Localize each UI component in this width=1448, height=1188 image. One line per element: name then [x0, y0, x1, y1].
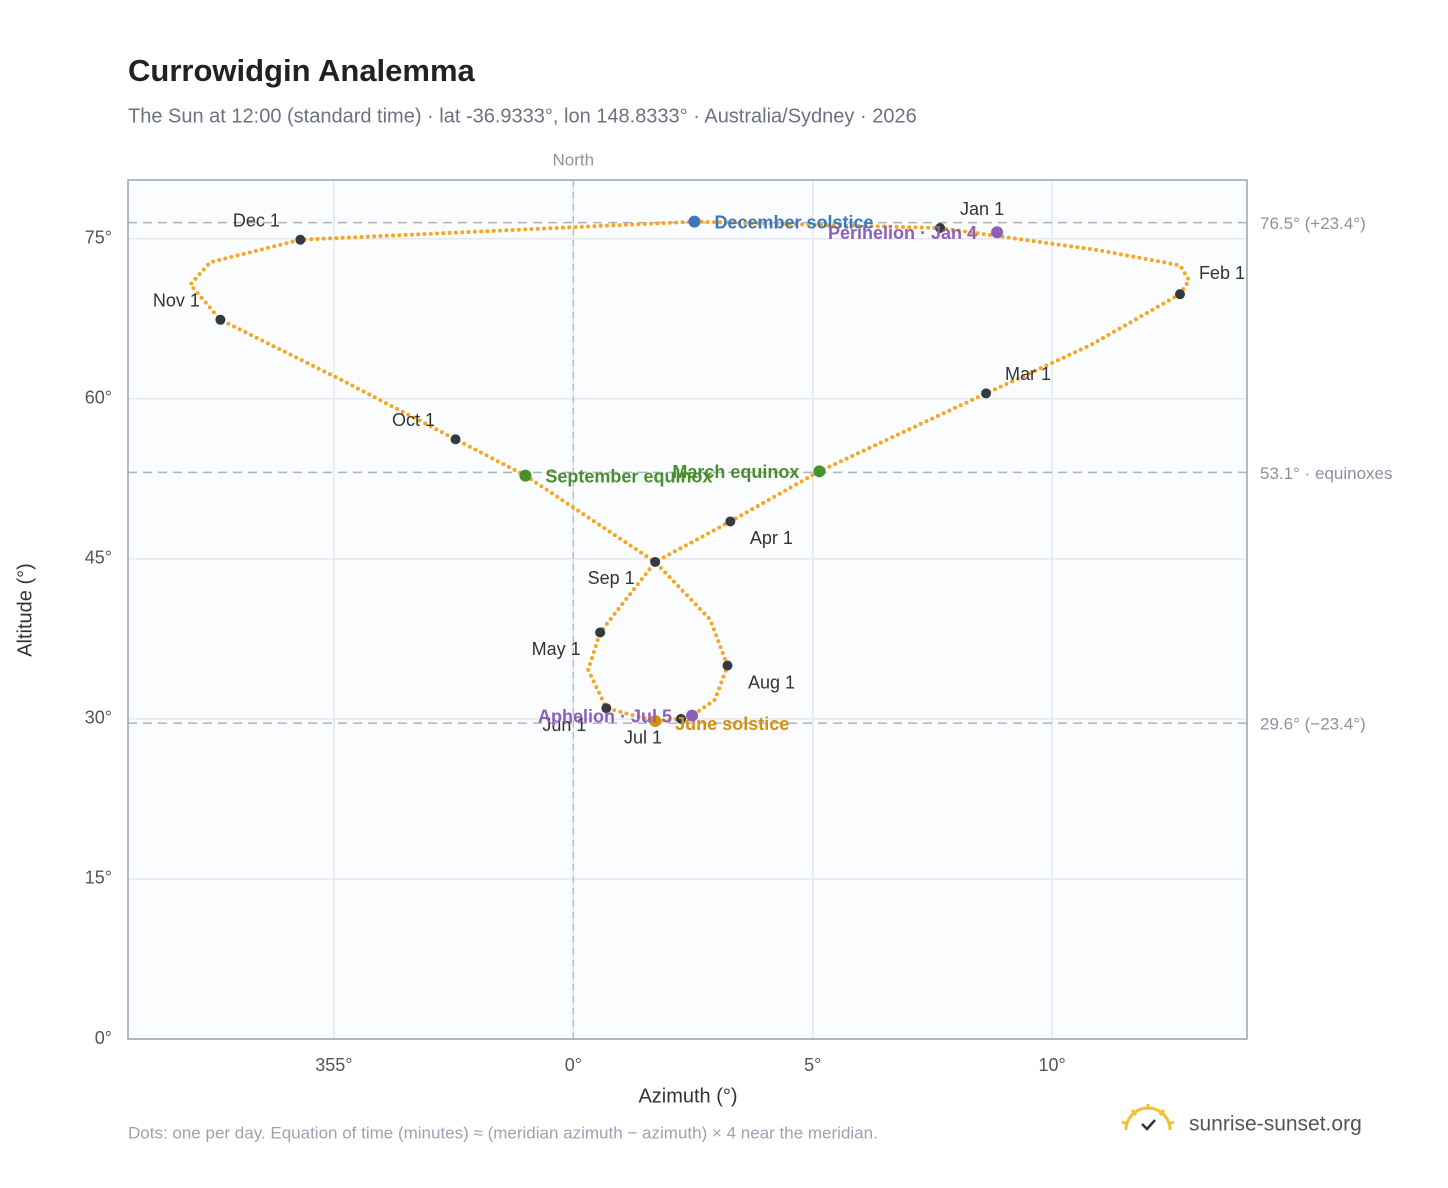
event-marker [686, 709, 699, 722]
month-marker [215, 314, 226, 325]
chart-subtitle: The Sun at 12:00 (standard time) · lat -… [128, 105, 917, 127]
event-label: Aphelion · Jul 5 [538, 706, 672, 726]
month-marker [725, 516, 736, 527]
month-marker [935, 223, 946, 234]
month-label: Sep 1 [588, 568, 635, 588]
y-tick-label: 45° [85, 548, 112, 568]
x-tick-label: 5° [804, 1055, 821, 1075]
brand-logo [1121, 1104, 1175, 1131]
north-label: North [553, 150, 595, 169]
x-tick-label: 10° [1039, 1055, 1066, 1075]
month-label: Feb 1 [1199, 263, 1245, 283]
y-tick-label: 75° [85, 227, 112, 247]
reference-label: 29.6° (−23.4°) [1260, 715, 1366, 734]
y-tick-label: 30° [85, 708, 112, 728]
month-marker [722, 660, 733, 671]
month-label: Mar 1 [1005, 364, 1051, 384]
month-marker [676, 713, 687, 724]
month-label: Aug 1 [748, 672, 795, 692]
brand: sunrise-sunset.org [1189, 1113, 1362, 1136]
x-tick-label: 355° [315, 1055, 352, 1075]
plot-area [128, 180, 1247, 1039]
event-marker [688, 215, 701, 228]
event-label: June solstice [675, 714, 789, 734]
month-label: Jul 1 [624, 728, 662, 748]
month-label: Nov 1 [153, 291, 200, 311]
event-marker [649, 715, 662, 728]
chart-title: Currowidgin Analemma [128, 53, 476, 88]
x-tick-label: 0° [565, 1055, 582, 1075]
month-marker [595, 627, 606, 638]
month-label: Dec 1 [233, 211, 280, 231]
y-tick-label: 60° [85, 388, 112, 408]
month-marker [650, 557, 661, 568]
y-axis-label: Altitude (°) [14, 563, 36, 657]
event-label: March equinox [672, 462, 799, 482]
month-label: Jun 1 [542, 715, 586, 735]
month-marker [981, 388, 992, 399]
event-marker [991, 226, 1004, 239]
footnote: Dots: one per day. Equation of time (min… [128, 1123, 878, 1142]
event-marker [813, 465, 826, 478]
month-label: Apr 1 [750, 528, 793, 548]
month-marker [295, 234, 306, 245]
plot-frame [127, 179, 1248, 1040]
event-label: Perihelion · Jan 4 [828, 223, 977, 243]
x-axis-label: Azimuth (°) [638, 1085, 737, 1107]
month-label: Jan 1 [960, 199, 1004, 219]
month-marker [1174, 289, 1185, 300]
reference-label: 76.5° (+23.4°) [1260, 214, 1366, 233]
event-marker [519, 469, 532, 482]
event-label: September equinox [545, 466, 712, 486]
reference-label: 53.1° · equinoxes [1260, 464, 1393, 483]
marks: Jan 1 Feb 1 Mar 1 Apr 1 May 1 Jun 1 Jul 1 Aug 1… [153, 199, 1245, 748]
month-label: May 1 [532, 639, 581, 659]
month-label: Oct 1 [392, 410, 435, 430]
month-marker [450, 434, 461, 445]
y-tick-label: 0° [95, 1028, 112, 1048]
event-label: December solstice [714, 212, 873, 232]
y-tick-label: 15° [85, 868, 112, 888]
month-marker [601, 703, 612, 714]
